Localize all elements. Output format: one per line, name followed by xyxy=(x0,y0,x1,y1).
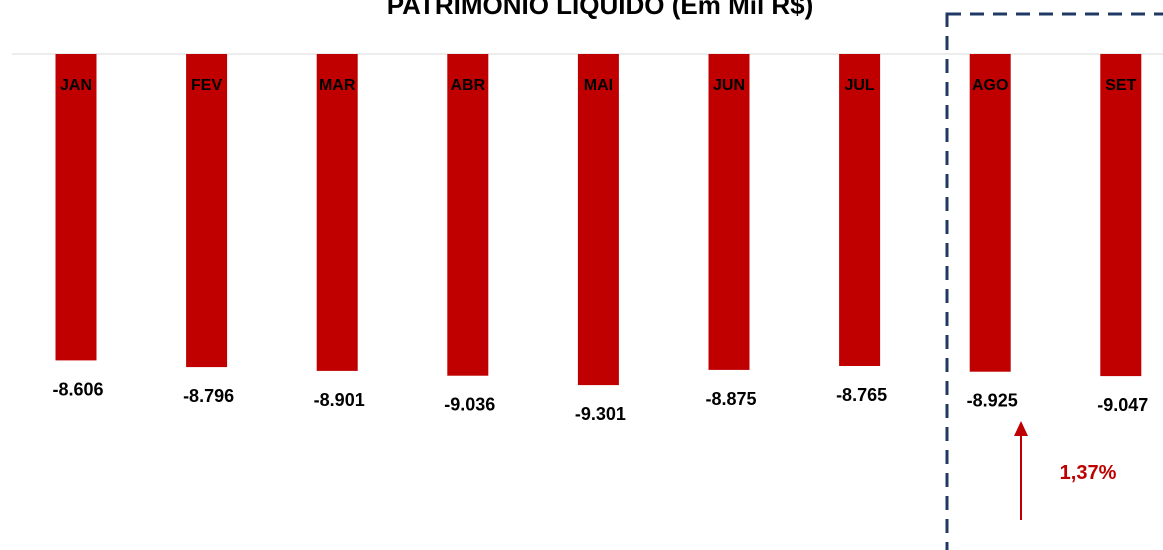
category-labels: JAN FEV MAR ABR MAI JUN JUL AGO SET xyxy=(60,77,1137,94)
category-label-ago: AGO xyxy=(972,77,1008,94)
bar-jan xyxy=(55,54,97,361)
bar-fev xyxy=(186,54,228,368)
value-label-jul: -8.765 xyxy=(836,385,887,405)
value-label-jun: -8.875 xyxy=(705,389,756,409)
value-label-ago: -8.925 xyxy=(967,391,1018,411)
arrow-up-icon xyxy=(1014,421,1028,436)
bar-set xyxy=(1100,54,1142,377)
category-label-set: SET xyxy=(1105,77,1136,94)
highlight-box xyxy=(945,12,1163,550)
category-label-mar: MAR xyxy=(319,77,356,94)
category-label-mai: MAI xyxy=(584,77,613,94)
category-label-abr: ABR xyxy=(450,77,485,94)
value-label-set: -9.047 xyxy=(1097,395,1148,415)
bar-abr xyxy=(447,54,489,376)
value-label-mar: -8.901 xyxy=(314,390,365,410)
value-label-mai: -9.301 xyxy=(575,404,626,424)
category-label-fev: FEV xyxy=(191,77,222,94)
category-label-jan: JAN xyxy=(60,77,92,94)
bar-series xyxy=(55,54,1142,386)
value-label-jan: -8.606 xyxy=(52,379,103,399)
bar-ago xyxy=(969,54,1011,372)
bar-jul xyxy=(839,54,881,366)
category-label-jun: JUN xyxy=(713,77,745,94)
value-labels: -8.606 -8.796 -8.901 -9.036 -9.301 -8.875 -8.7… xyxy=(52,379,1148,424)
bar-jun xyxy=(708,54,750,370)
bar-mai xyxy=(577,54,619,386)
change-percent-label: 1,37% xyxy=(1060,462,1117,484)
chart-title: PATRIMÔNIO LÍQUIDO (Em Mil R$) xyxy=(387,0,814,20)
bar-mar xyxy=(316,54,358,371)
value-label-abr: -9.036 xyxy=(444,395,495,415)
value-label-fev: -8.796 xyxy=(183,386,234,406)
category-label-jul: JUL xyxy=(844,77,874,94)
